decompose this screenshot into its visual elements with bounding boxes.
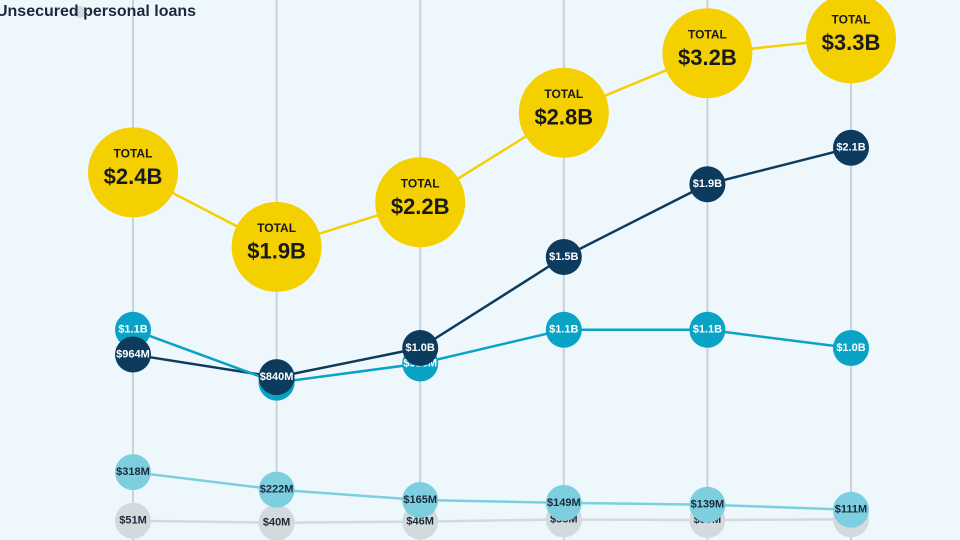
data-point [258,504,295,540]
total-bubble [806,0,896,84]
data-point [545,239,582,275]
value-label: $165M [403,494,437,506]
data-point [115,336,151,373]
value-label: $1.0B [406,342,435,354]
total-label: $3.3B [822,30,881,55]
data-point [545,311,582,348]
series-line [132,470,852,512]
total-bubble [518,67,609,158]
data-point [833,330,869,366]
value-label: $46M [406,516,434,528]
total-bubble [375,157,466,248]
value-label: $1.9B [693,178,722,190]
value-label: $1.1B [118,324,147,336]
data-point [115,454,151,491]
data-point [689,486,726,523]
value-label: $111M [835,504,867,516]
value-label: $964M [116,348,150,360]
data-point [115,502,151,539]
data-point [689,166,726,203]
data-point [258,359,295,396]
value-label: $51M [119,515,147,527]
value-label: $2.1B [836,142,865,154]
series-line [132,328,852,384]
total-caption: TOTAL [257,221,296,235]
value-label: $222M [260,484,294,496]
data-point [689,311,726,348]
data-point [115,311,151,348]
data-point [833,129,869,166]
total-label: $2.4B [104,164,163,189]
data-point [402,330,439,366]
value-label: $40M [263,517,291,529]
legend-label: Unsecured personal loans [0,3,196,20]
value-label: $139M [691,499,725,511]
total-label: $3.2B [678,45,737,70]
total-caption: TOTAL [544,87,583,101]
total-bubble [662,8,753,99]
data-point [258,471,295,508]
total-caption: TOTAL [688,27,727,41]
total-caption: TOTAL [832,12,871,26]
data-point [545,484,582,521]
value-label: $1.1B [549,324,578,336]
value-label: $840M [260,371,294,383]
total-label: $2.8B [534,105,593,130]
value-label: $318M [116,466,150,478]
total-label: $1.9B [247,239,306,264]
value-label: $1.1B [693,324,722,336]
total-bubble [231,201,322,292]
value-label: $149M [547,497,581,509]
total-caption: TOTAL [401,176,440,190]
value-label: $1.0B [836,342,865,354]
data-point [833,491,869,528]
value-label: $1.5B [549,251,578,263]
total-label: $2.2B [391,194,450,219]
total-bubble [88,127,178,218]
legend-marker [74,6,86,18]
data-point [402,481,439,518]
total-caption: TOTAL [114,147,153,161]
series-line [132,518,852,524]
